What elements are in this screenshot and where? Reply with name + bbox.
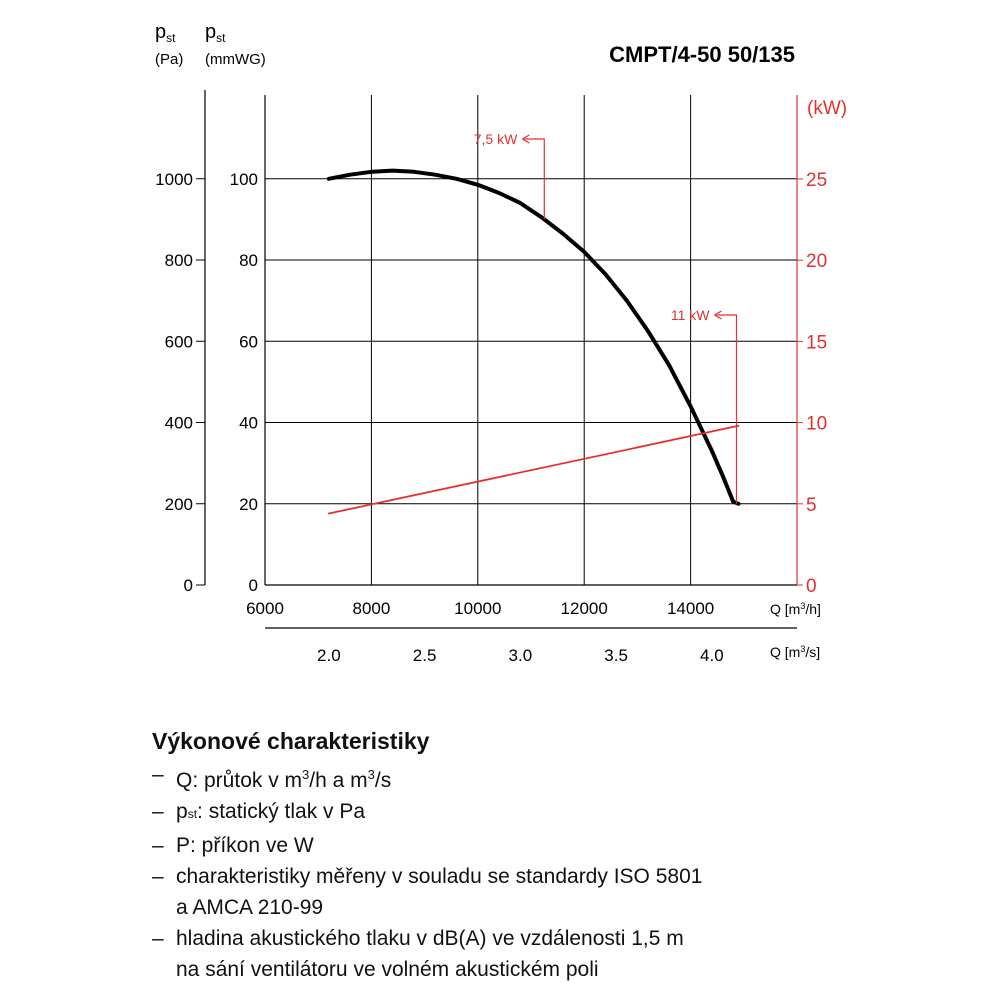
notes-item-text: st [187, 807, 198, 821]
mmwg-axis-title: pst [205, 21, 226, 45]
notes-item-text: 3 [367, 767, 375, 782]
kw-tick-label: 10 [806, 414, 827, 435]
notes-item-text: P: příkon ve W [176, 834, 314, 857]
mmwg-tick-label: 100 [230, 170, 258, 189]
mmwg-axis-title-unit: (mmWG) [205, 51, 266, 68]
notes-item-text: a AMCA 210-99 [176, 896, 324, 919]
notes-item-text: charakteristiky měřeny v souladu se stan… [176, 865, 703, 888]
mmwg-tick-label: 80 [239, 251, 258, 270]
mmwg-tick-label: 40 [239, 414, 258, 433]
pressure-curve [326, 168, 741, 506]
x-m3h-tick-label: 12000 [561, 599, 608, 618]
x-m3s-tick-label: 4.0 [700, 646, 724, 665]
annotation-leader-7-5kw [524, 138, 545, 220]
pa-tick-label: 1000 [155, 170, 193, 189]
pa-axis-title: pst [155, 21, 176, 45]
kw-tick-label: 25 [806, 170, 827, 191]
mmwg-tick-label: 0 [249, 576, 258, 595]
fan-performance-chart: 020040060080010000204060801000510152025(… [155, 21, 847, 665]
kw-tick-label: 5 [806, 495, 817, 516]
x-m3h-tick-label: 6000 [246, 599, 284, 618]
notes-item-text: hladina akustického tlaku v dB(A) ve vzd… [176, 927, 684, 950]
kw-tick-label: 20 [806, 251, 827, 272]
x-m3h-tick-label: 8000 [352, 599, 390, 618]
x-m3h-tick-label: 14000 [667, 599, 714, 618]
plot-area: 7,5 kW 11 kW [326, 131, 741, 515]
mmwg-tick-label: 60 [239, 332, 258, 351]
annotation-arrow-7-5kw [522, 134, 530, 144]
notes-item-text: na sání ventilátoru ve volném akustickém… [176, 958, 599, 981]
mmwg-tick-label: 20 [239, 495, 258, 514]
notes-list: Q: průtok v m3/h a m3/spst: statický tla… [152, 759, 972, 985]
notes-item: charakteristiky měřeny v souladu se stan… [152, 861, 972, 923]
notes-item: Q: průtok v m3/h a m3/s [152, 759, 972, 796]
notes-item-text: 3 [302, 767, 310, 782]
x-m3s-tick-label: 2.0 [317, 646, 341, 665]
kw-tick-label: 15 [806, 332, 827, 353]
pa-tick-label: 800 [165, 251, 193, 270]
grid [265, 95, 797, 585]
chart-title: CMPT/4-50 50/135 [609, 42, 795, 67]
axes [196, 90, 803, 629]
notes-item: P: příkon ve W [152, 830, 972, 861]
notes-item-text: /h a m [309, 769, 368, 792]
notes-item-text: /s [374, 769, 392, 792]
notes-item-text: : statický tlak v Pa [197, 800, 366, 823]
pa-tick-label: 200 [165, 495, 193, 514]
x-m3h-axis-title: Q [m3/h] [770, 601, 821, 617]
annotation-7-5kw: 7,5 kW [474, 131, 518, 147]
annotation-arrow-11kw [714, 310, 722, 320]
pa-tick-label: 400 [165, 414, 193, 433]
x-m3s-tick-label: 2.5 [413, 646, 437, 665]
x-m3s-axis-title: Q [m3/s] [770, 644, 820, 660]
notes-item-text: Q: průtok v m [176, 769, 303, 792]
performance-notes: Výkonové charakteristiky Q: průtok v m3/… [152, 728, 972, 985]
x-m3h-tick-label: 10000 [454, 599, 501, 618]
notes-heading: Výkonové charakteristiky [152, 728, 430, 754]
notes-item: hladina akustického tlaku v dB(A) ve vzd… [152, 923, 972, 985]
pa-tick-label: 600 [165, 332, 193, 351]
annotation-leader-11kw [716, 314, 738, 504]
pa-axis-title-unit: (Pa) [155, 51, 183, 68]
kw-tick-label: 0 [806, 576, 817, 597]
x-m3s-tick-label: 3.0 [509, 646, 533, 665]
kw-axis-title: (kW) [807, 98, 847, 119]
x-m3s-tick-label: 3.5 [604, 646, 628, 665]
power-curve [327, 424, 740, 515]
annotation-11kw: 11 kW [671, 307, 710, 323]
pa-tick-label: 0 [184, 576, 193, 595]
notes-item: pst: statický tlak v Pa [152, 796, 972, 830]
notes-item-text: p [176, 800, 188, 823]
axis-labels: 020040060080010000204060801000510152025(… [155, 21, 847, 665]
